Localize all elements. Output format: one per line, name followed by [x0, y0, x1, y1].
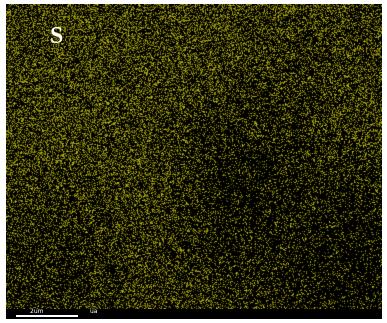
unit-label: ua	[90, 308, 98, 315]
scale-bar-label: 2um	[30, 308, 44, 315]
sulfur-distribution-image	[6, 4, 382, 309]
info-bar: 2um ua	[6, 309, 382, 319]
eds-element-map: S 2um ua	[6, 4, 382, 319]
scale-bar	[16, 315, 78, 317]
element-label: S	[50, 23, 64, 49]
